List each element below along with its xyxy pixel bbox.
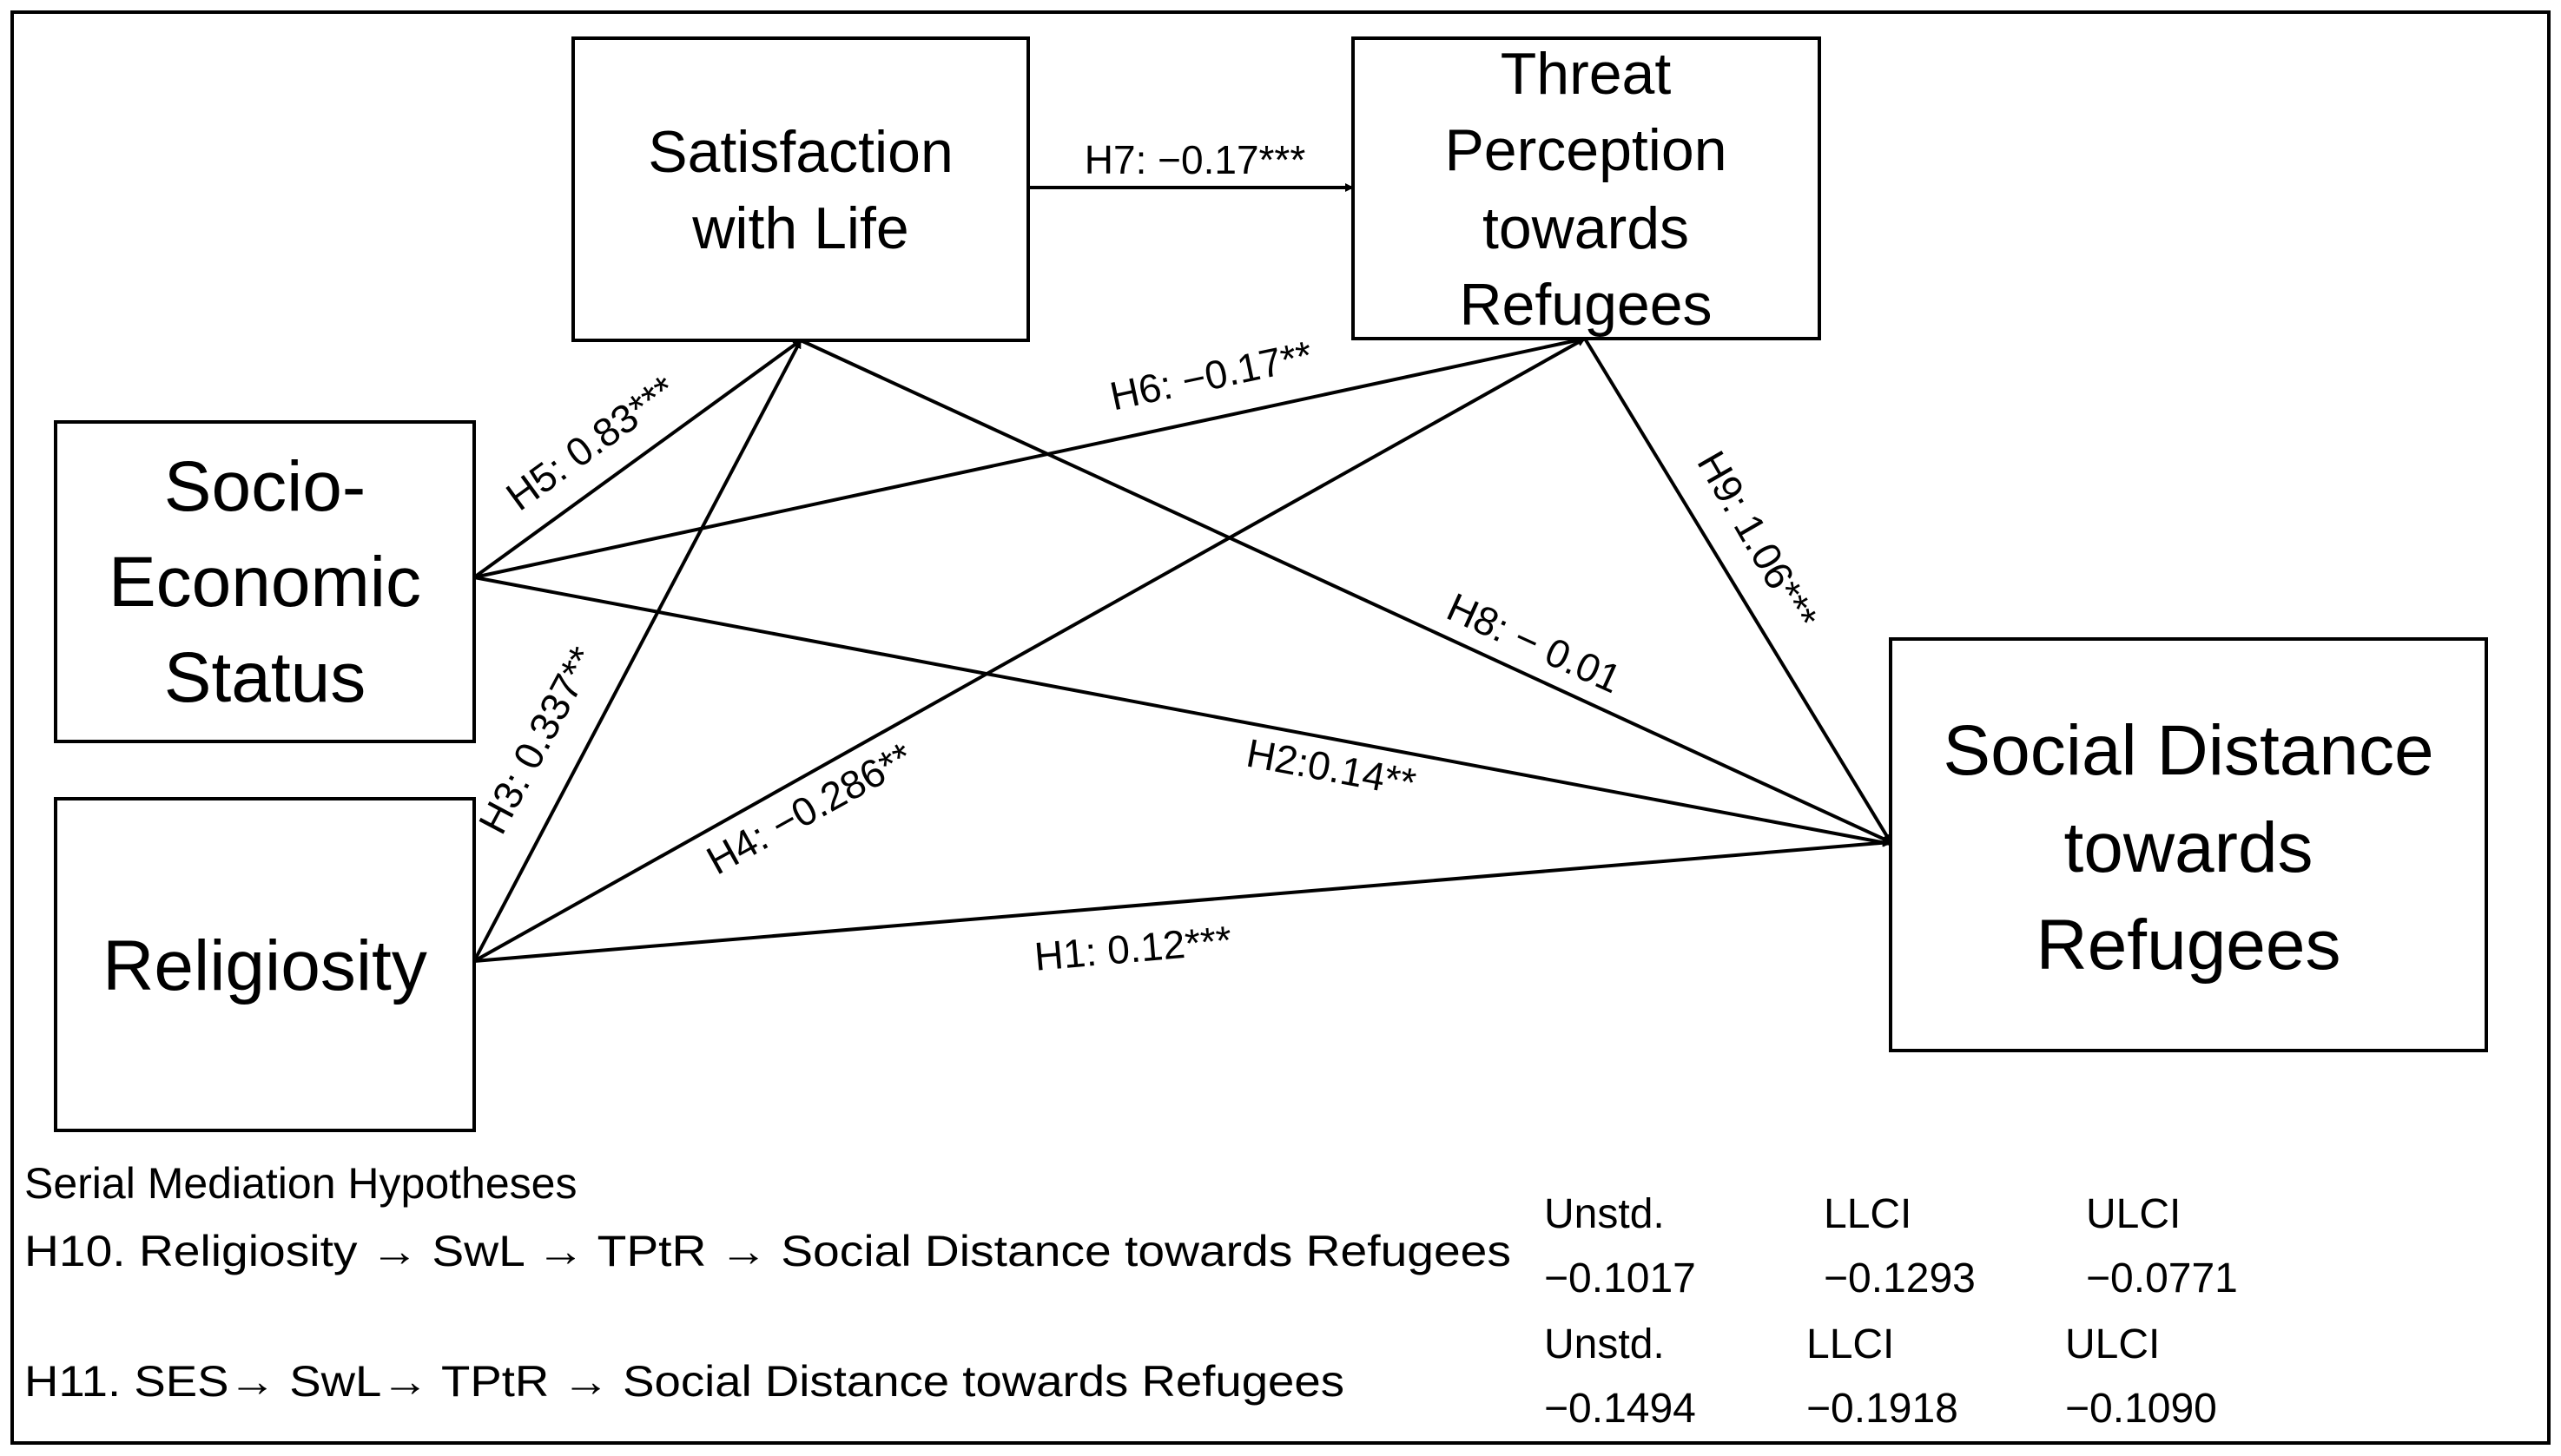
edge-label-h9: H9: 1.06*** xyxy=(1688,443,1826,636)
h11-header-unstd: Unstd. xyxy=(1544,1321,1665,1367)
edge-h5 xyxy=(472,339,802,579)
edge-label-h8: H8: − 0.01 xyxy=(1441,584,1628,702)
svg-text:with Life: with Life xyxy=(691,195,908,261)
h10-header-unstd: Unstd. xyxy=(1544,1191,1665,1237)
h11-value-unstd: −0.1494 xyxy=(1544,1386,1696,1432)
svg-text:towards: towards xyxy=(2063,808,2313,887)
edge-label-h3: H3: 0.337** xyxy=(470,639,605,840)
outer-frame xyxy=(10,10,2551,1445)
h10-value-unstd: −0.1017 xyxy=(1544,1255,1696,1301)
edge-h4 xyxy=(473,337,1586,963)
svg-text:Perception: Perception xyxy=(1444,117,1726,183)
h10-value-llci: −0.1293 xyxy=(1824,1255,1976,1301)
svg-text:Status: Status xyxy=(164,638,366,717)
h10-header-ulci: ULCI xyxy=(2086,1191,2181,1237)
node-threat-perception: Threat Perception towards Refugees xyxy=(1351,36,1821,340)
svg-text:Satisfaction: Satisfaction xyxy=(648,119,954,185)
node-social-distance: Social Distance towards Refugees xyxy=(1889,637,2488,1052)
edge-label-h2: H2:0.14** xyxy=(1243,730,1419,806)
svg-text:Refugees: Refugees xyxy=(1459,272,1712,338)
svg-text:Economic: Economic xyxy=(109,543,421,622)
svg-text:Threat: Threat xyxy=(1501,41,1672,107)
h11-value-llci: −0.1918 xyxy=(1806,1386,1958,1432)
edge-h2 xyxy=(473,576,1891,847)
h11-header-llci: LLCI xyxy=(1806,1321,1894,1367)
serial-mediation-section: Serial Mediation Hypotheses H10. Religio… xyxy=(24,1159,2238,1432)
h11-value-ulci: −0.1090 xyxy=(2065,1386,2217,1432)
node-religiosity: Religiosity xyxy=(54,797,476,1132)
h10-value-ulci: −0.0771 xyxy=(2086,1255,2238,1301)
edge-label-h7: H7: −0.17*** xyxy=(1085,137,1306,182)
svg-text:Religiosity: Religiosity xyxy=(102,926,427,1005)
h11-header-ulci: ULCI xyxy=(2065,1321,2160,1367)
mediation-title: Serial Mediation Hypotheses xyxy=(24,1159,577,1208)
h10-label: H10. Religiosity → SwL → TPtR → Social D… xyxy=(24,1227,1511,1275)
edge-h1 xyxy=(473,838,1891,963)
node-socio-economic-status: Socio- Economic Status xyxy=(54,420,476,743)
svg-text:Socio-: Socio- xyxy=(164,447,366,526)
svg-text:Refugees: Refugees xyxy=(2036,906,2340,985)
h10-header-llci: LLCI xyxy=(1824,1191,1911,1237)
edge-label-h1: H1: 0.12*** xyxy=(1033,917,1233,979)
edge-label-h4: H4: −0.286** xyxy=(699,734,921,884)
edge-h6 xyxy=(473,336,1586,579)
edge-h8 xyxy=(800,339,1891,844)
edge-label-h6: H6: −0.17** xyxy=(1106,332,1317,418)
svg-text:Social Distance: Social Distance xyxy=(1943,711,2433,790)
edge-h3 xyxy=(472,339,802,962)
node-satisfaction-with-life: Satisfaction with Life xyxy=(571,36,1030,342)
svg-text:towards: towards xyxy=(1482,195,1689,261)
edge-h9 xyxy=(1583,337,1892,844)
h11-label: H11. SES→ SwL→ TPtR → Social Distance to… xyxy=(24,1357,1344,1406)
edge-label-h5: H5: 0.83*** xyxy=(498,366,684,519)
